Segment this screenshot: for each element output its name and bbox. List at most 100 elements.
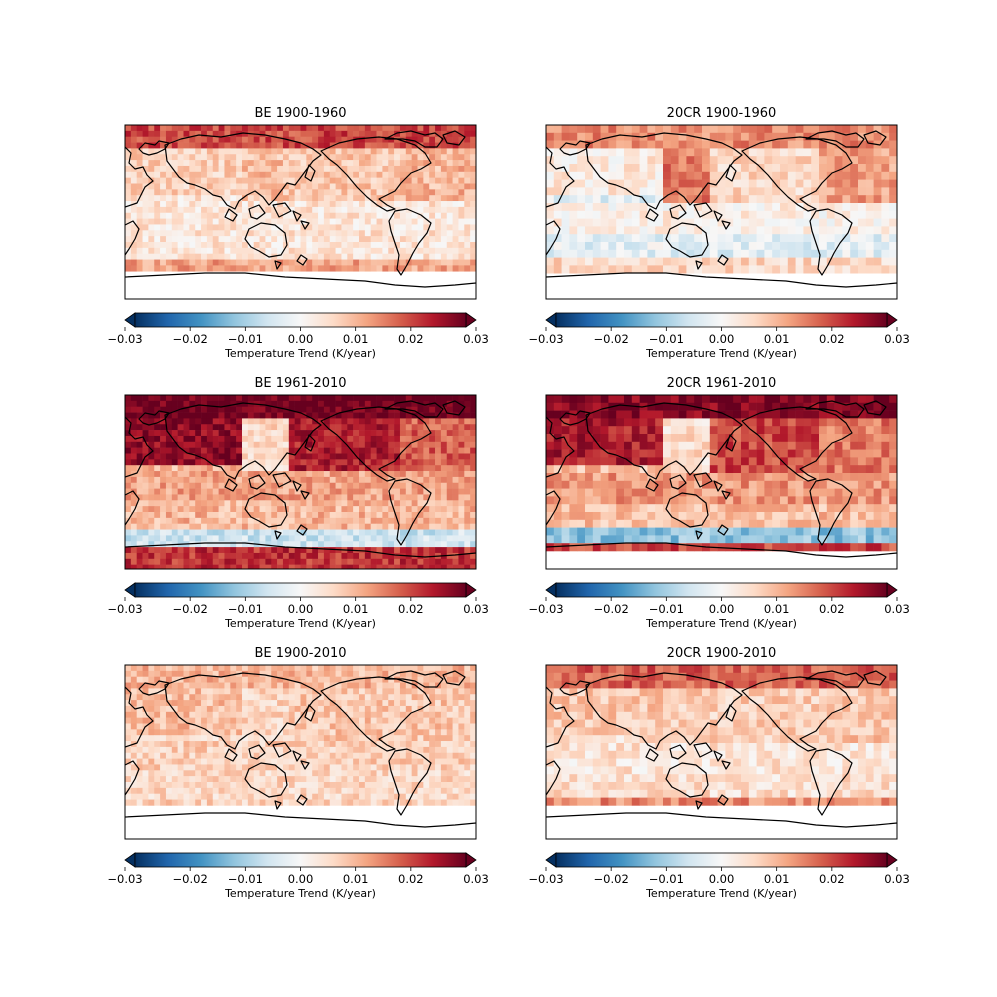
heatmap-cell [271, 206, 278, 214]
heatmap-cell [206, 230, 214, 237]
heatmap-cell [224, 517, 231, 524]
heatmap-cell [733, 395, 742, 404]
heatmap-cell [423, 552, 430, 560]
heatmap-cell [647, 140, 656, 149]
heatmap-cell [312, 500, 319, 507]
heatmap-cell [458, 447, 465, 454]
heatmap-cell [873, 496, 882, 505]
heatmap-cell [600, 179, 609, 188]
heatmap-cell [733, 164, 742, 173]
heatmap-cell [440, 212, 448, 219]
heatmap-cell [177, 236, 184, 243]
heatmap-cell [206, 395, 214, 402]
heatmap-cell [165, 189, 173, 196]
heatmap-cell [230, 183, 237, 190]
heatmap-cell [130, 424, 137, 431]
heatmap-cell [341, 506, 348, 513]
heatmap-cell [236, 564, 243, 569]
heatmap-cell [440, 523, 448, 530]
heatmap-cell [306, 459, 313, 466]
heatmap-cell [148, 406, 155, 413]
heatmap-cell [189, 558, 196, 565]
heatmap-cell [130, 441, 137, 448]
heatmap-cell [446, 230, 453, 237]
heatmap-cell [259, 171, 266, 178]
heatmap-cell [294, 171, 301, 178]
heatmap-cell [787, 480, 796, 489]
heatmap-cell [195, 523, 202, 530]
heatmap-cell [780, 512, 789, 521]
heatmap-cell [224, 206, 231, 214]
heatmap-cell [811, 164, 820, 173]
heatmap-cell [464, 230, 471, 237]
heatmap-cell [470, 259, 476, 266]
heatmap-cell [452, 171, 459, 178]
heatmap-cell [288, 541, 295, 548]
heatmap-cell [417, 265, 424, 272]
heatmap-cell [183, 395, 190, 402]
heatmap-cell [780, 426, 789, 435]
heatmap-cell [376, 564, 383, 569]
heatmap-cell [388, 523, 395, 530]
heatmap-cell [189, 236, 196, 243]
heatmap-cell [271, 242, 278, 249]
heatmap-cell [236, 165, 243, 173]
heatmap-cell [130, 242, 137, 249]
heatmap-cell [464, 529, 471, 536]
heatmap-cell [608, 395, 617, 404]
heatmap-cell [546, 203, 555, 212]
heatmap-cell [889, 402, 897, 411]
heatmap-cell [224, 201, 231, 208]
heatmap-cell [655, 249, 664, 258]
heatmap-cell [148, 459, 155, 466]
heatmap-cell [359, 206, 366, 214]
heatmap-cell [189, 265, 196, 272]
heatmap-cell [370, 465, 377, 472]
heatmap-cell [702, 234, 711, 243]
heatmap-cell [142, 471, 149, 478]
heatmap-cell [125, 541, 132, 548]
heatmap-cell [748, 203, 757, 212]
heatmap-cell [592, 457, 601, 466]
heatmap-cell [435, 447, 442, 454]
heatmap-cell [655, 426, 664, 435]
heatmap-cell [826, 125, 835, 134]
heatmap-cell [259, 564, 266, 569]
heatmap-cell [787, 187, 796, 196]
heatmap-cell [165, 517, 173, 524]
heatmap-cell [446, 535, 453, 542]
heatmap-cell [288, 453, 295, 460]
heatmap-cell [376, 247, 383, 254]
heatmap-cell [253, 230, 260, 237]
heatmap-cell [873, 480, 882, 489]
heatmap-cell [663, 164, 672, 173]
heatmap-cell [271, 547, 278, 554]
heatmap-cell [282, 259, 290, 266]
heatmap-cell [242, 471, 249, 478]
heatmap-cell [470, 500, 476, 507]
heatmap-cell [142, 154, 149, 161]
heatmap-cell [183, 430, 190, 437]
heatmap-cell [405, 183, 412, 190]
heatmap-cell [546, 226, 555, 235]
heatmap-cell [553, 195, 562, 204]
heatmap-cell [312, 160, 319, 167]
heatmap-cell [142, 195, 149, 202]
heatmap-cell [803, 249, 812, 258]
heatmap-cell [429, 224, 436, 231]
heatmap-cell [388, 424, 395, 431]
heatmap-cell [271, 395, 278, 402]
heatmap-cell [569, 156, 578, 165]
heatmap-cell [452, 206, 459, 214]
panel-be-1961-2010: BE 1961-2010−0.03 −0.02 −0.01 0.00 0.01 0.02 0… [107, 376, 488, 630]
heatmap-cell [733, 512, 742, 521]
heatmap-cell [136, 189, 143, 196]
heatmap-cell [423, 453, 430, 460]
heatmap-cell [294, 206, 301, 214]
heatmap-cell [881, 418, 890, 427]
heatmap-cell [282, 177, 290, 184]
heatmap-cell [702, 488, 711, 497]
heatmap-cell [353, 482, 360, 489]
heatmap-cell [364, 218, 371, 225]
heatmap-cell [247, 453, 254, 460]
